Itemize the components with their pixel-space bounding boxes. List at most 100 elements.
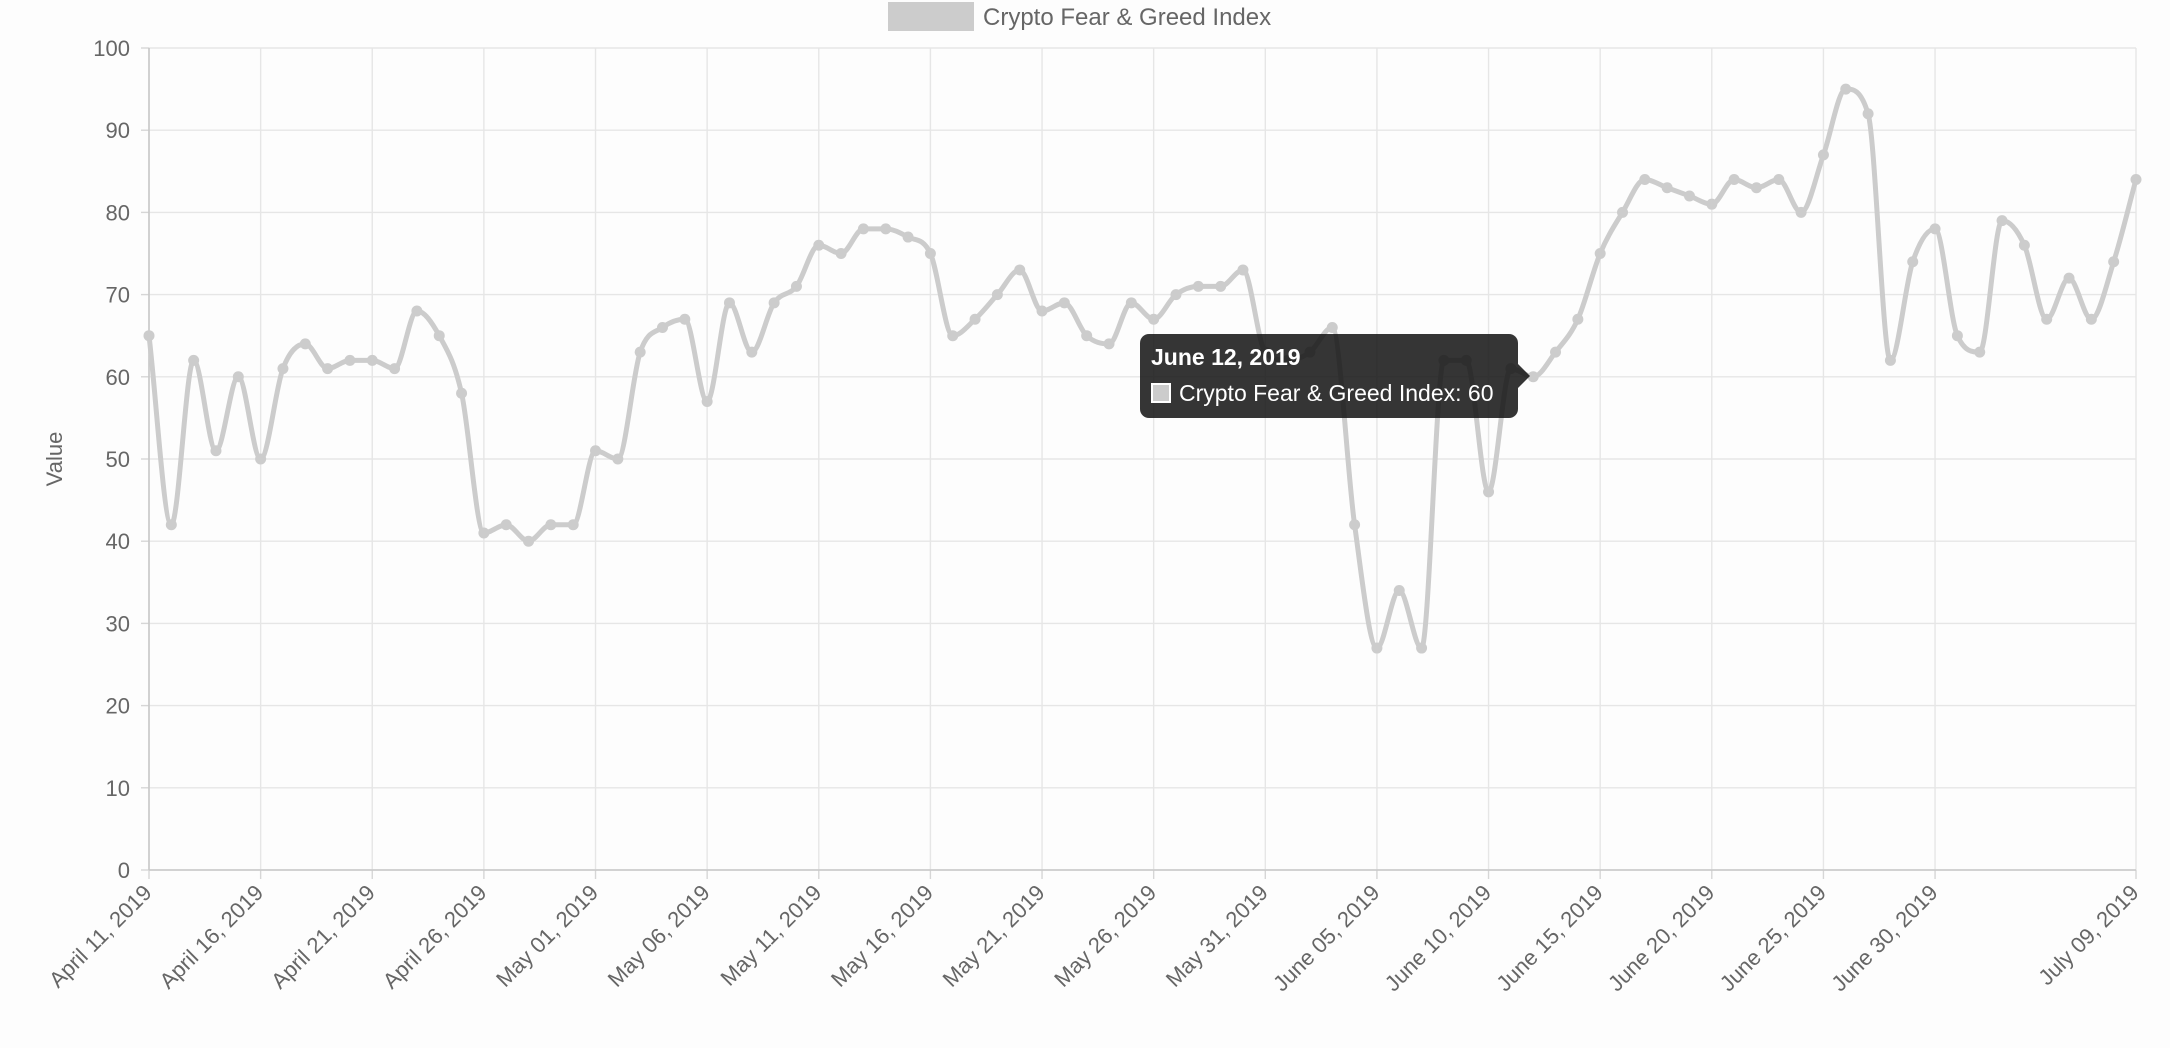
data-point[interactable] [1795, 206, 1807, 218]
data-point[interactable] [1058, 297, 1070, 309]
y-tick-label: 60 [106, 365, 130, 390]
data-point[interactable] [768, 297, 780, 309]
data-point[interactable] [1594, 248, 1606, 259]
data-point[interactable] [2108, 256, 2120, 268]
data-point[interactable] [1974, 346, 1986, 358]
data-point[interactable] [1483, 486, 1495, 498]
data-point[interactable] [723, 297, 735, 309]
data-point[interactable] [523, 535, 535, 547]
data-point[interactable] [143, 330, 155, 342]
data-point[interactable] [1192, 280, 1204, 292]
data-point[interactable] [1014, 264, 1026, 276]
legend-swatch[interactable] [888, 2, 974, 31]
data-point[interactable] [232, 371, 244, 383]
data-point[interactable] [1773, 174, 1785, 186]
data-point[interactable] [701, 395, 713, 407]
data-point[interactable] [1349, 519, 1361, 531]
data-point[interactable] [1393, 585, 1405, 597]
legend-label[interactable]: Crypto Fear & Greed Index [983, 4, 1271, 31]
data-point[interactable] [1371, 642, 1383, 654]
data-point[interactable] [880, 223, 892, 235]
x-tick-label: June 20, 2019 [1603, 880, 1719, 996]
data-point[interactable] [411, 305, 423, 317]
y-tick-label: 20 [106, 694, 130, 719]
data-point[interactable] [456, 387, 468, 399]
data-point[interactable] [299, 338, 311, 350]
data-point[interactable] [1416, 642, 1428, 654]
data-point[interactable] [433, 330, 445, 342]
y-axis-title: Value [42, 432, 67, 487]
data-point[interactable] [1125, 297, 1137, 309]
data-point[interactable] [947, 330, 959, 342]
data-point[interactable] [656, 321, 668, 333]
data-point[interactable] [924, 248, 936, 259]
data-point[interactable] [835, 248, 847, 259]
data-point[interactable] [1103, 338, 1115, 350]
data-point[interactable] [590, 445, 602, 457]
data-point[interactable] [1326, 321, 1338, 333]
data-point[interactable] [210, 445, 222, 457]
data-point[interactable] [612, 453, 624, 465]
data-point[interactable] [255, 453, 267, 465]
data-point[interactable] [2041, 313, 2053, 325]
data-point[interactable] [991, 289, 1003, 301]
y-tick-label: 100 [93, 36, 130, 61]
data-point[interactable] [1929, 223, 1941, 235]
data-point[interactable] [1840, 83, 1852, 95]
data-point[interactable] [2130, 174, 2142, 186]
data-point[interactable] [165, 519, 177, 531]
data-point[interactable] [1237, 264, 1249, 276]
data-point[interactable] [1750, 182, 1762, 194]
x-tick-label: May 16, 2019 [826, 880, 938, 992]
data-point[interactable] [1572, 313, 1584, 325]
data-point[interactable] [1907, 256, 1919, 268]
data-point[interactable] [1996, 215, 2008, 227]
x-tick-label: June 15, 2019 [1491, 880, 1607, 996]
legend[interactable]: Crypto Fear & Greed Index [888, 2, 1271, 31]
data-point[interactable] [813, 239, 825, 251]
data-point[interactable] [746, 346, 758, 358]
data-point[interactable] [500, 519, 512, 531]
data-point[interactable] [1728, 174, 1740, 186]
data-point[interactable] [1215, 280, 1227, 292]
data-point[interactable] [790, 280, 802, 292]
data-point[interactable] [1661, 182, 1673, 194]
data-point[interactable] [188, 354, 200, 366]
data-point[interactable] [322, 363, 334, 375]
x-tick-label: May 21, 2019 [938, 880, 1050, 992]
data-point[interactable] [389, 363, 401, 375]
tooltip-label: Crypto Fear & Greed Index: 60 [1179, 380, 1494, 406]
data-point[interactable] [545, 519, 557, 531]
data-point[interactable] [2018, 239, 2030, 251]
data-point[interactable] [1862, 108, 1874, 120]
data-point[interactable] [567, 519, 579, 531]
data-point[interactable] [902, 231, 914, 243]
x-tick-label: May 01, 2019 [491, 880, 603, 992]
data-point[interactable] [857, 223, 869, 235]
data-point[interactable] [1081, 330, 1093, 342]
x-tick-label: May 11, 2019 [716, 880, 827, 991]
data-point[interactable] [679, 313, 691, 325]
data-point[interactable] [1148, 313, 1160, 325]
data-point[interactable] [969, 313, 981, 325]
data-point[interactable] [1170, 289, 1182, 301]
tooltip-swatch [1151, 383, 1171, 403]
data-point[interactable] [1706, 198, 1718, 210]
data-point[interactable] [277, 363, 289, 375]
data-point[interactable] [1683, 190, 1695, 202]
data-point[interactable] [1639, 174, 1651, 186]
data-point[interactable] [2085, 313, 2097, 325]
data-point[interactable] [1817, 149, 1829, 161]
data-point[interactable] [344, 354, 356, 366]
data-point[interactable] [478, 527, 490, 539]
data-point[interactable] [1550, 346, 1562, 358]
data-point[interactable] [1036, 305, 1048, 317]
data-point[interactable] [634, 346, 646, 358]
data-point[interactable] [1884, 354, 1896, 366]
data-point[interactable] [366, 354, 378, 366]
data-point[interactable] [2063, 272, 2075, 284]
data-point[interactable] [1527, 371, 1539, 383]
data-point[interactable] [1951, 330, 1963, 342]
data-point[interactable] [1617, 206, 1629, 218]
